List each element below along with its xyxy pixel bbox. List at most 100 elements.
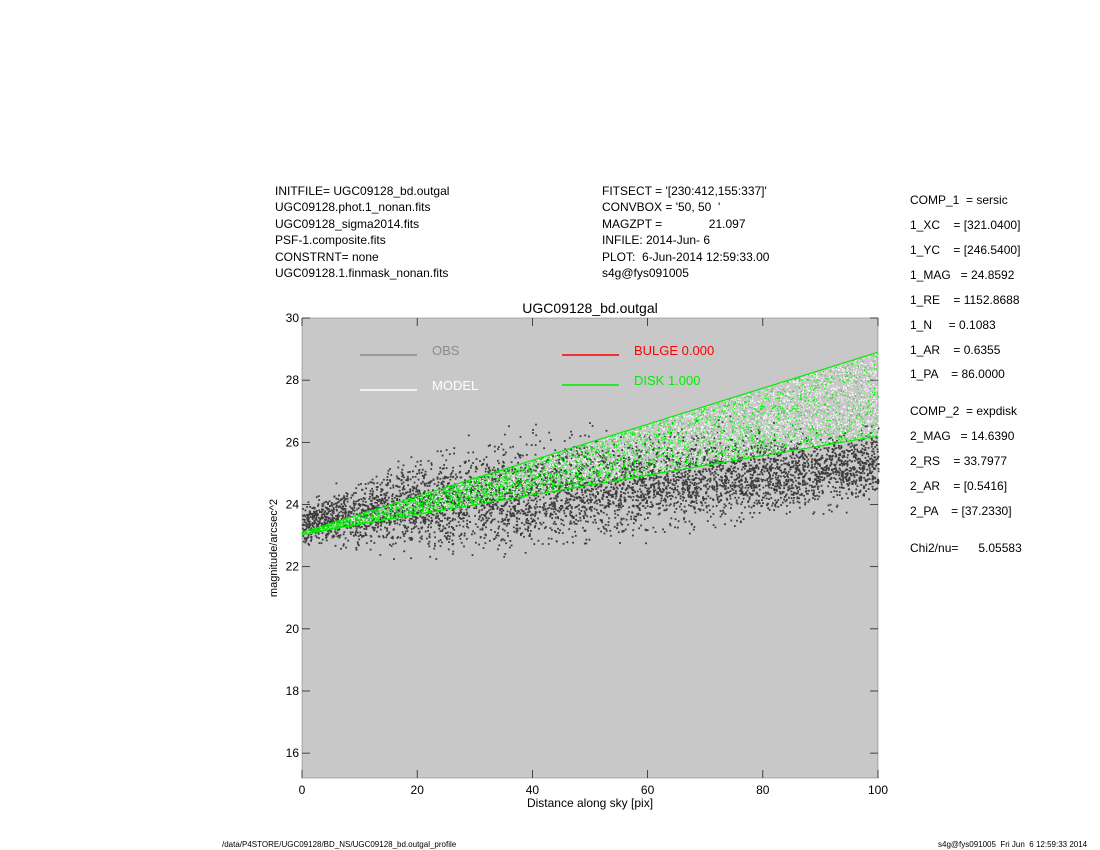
obs-point xyxy=(416,517,419,519)
obs-point xyxy=(872,476,875,478)
obs-point xyxy=(503,469,506,472)
obs-point xyxy=(596,473,598,475)
obs-point xyxy=(439,545,442,547)
obs-point xyxy=(653,463,656,466)
obs-point xyxy=(858,471,861,474)
obs-point xyxy=(570,495,572,498)
obs-point xyxy=(819,465,821,467)
obs-point xyxy=(635,505,638,507)
obs-point xyxy=(845,449,848,451)
obs-point xyxy=(752,484,755,487)
obs-point xyxy=(428,536,431,539)
obs-point xyxy=(698,470,701,473)
obs-point xyxy=(755,435,757,437)
obs-point xyxy=(839,459,841,462)
obs-point xyxy=(326,508,329,511)
obs-point xyxy=(810,439,813,442)
obs-point xyxy=(316,514,318,517)
obs-point xyxy=(444,477,446,480)
obs-point xyxy=(578,508,580,511)
obs-point xyxy=(730,472,732,475)
obs-point xyxy=(482,547,485,549)
obs-point xyxy=(482,462,485,465)
obs-point xyxy=(313,522,316,525)
obs-point xyxy=(718,460,721,462)
obs-point xyxy=(830,463,833,465)
obs-point xyxy=(751,447,753,450)
obs-point xyxy=(518,489,520,492)
obs-point xyxy=(551,502,554,505)
obs-point xyxy=(566,492,569,495)
obs-point xyxy=(553,479,555,481)
obs-point xyxy=(688,520,691,523)
obs-point xyxy=(874,477,877,480)
obs-point xyxy=(556,515,559,518)
obs-point xyxy=(759,452,761,454)
obs-point xyxy=(565,479,568,481)
obs-point xyxy=(796,467,799,469)
obs-point xyxy=(847,483,850,486)
obs-point xyxy=(753,457,755,460)
obs-point xyxy=(727,479,730,482)
obs-point xyxy=(507,485,509,488)
obs-point xyxy=(668,459,671,462)
obs-point xyxy=(876,487,879,490)
obs-point xyxy=(745,491,747,494)
obs-point xyxy=(673,484,676,487)
obs-point xyxy=(514,489,517,492)
obs-point xyxy=(671,487,673,490)
obs-point xyxy=(440,450,442,453)
obs-point xyxy=(469,466,472,469)
obs-point xyxy=(750,459,752,461)
obs-point xyxy=(734,478,737,481)
obs-point xyxy=(652,496,655,499)
obs-point xyxy=(700,437,703,439)
obs-point xyxy=(745,449,748,452)
obs-point xyxy=(354,503,357,505)
obs-point xyxy=(428,515,430,518)
obs-point xyxy=(616,462,619,464)
obs-point xyxy=(474,514,476,517)
obs-point xyxy=(840,462,843,465)
obs-point xyxy=(408,494,411,497)
obs-point xyxy=(334,530,336,533)
obs-point xyxy=(507,518,509,521)
obs-point xyxy=(598,485,601,488)
obs-point xyxy=(586,458,588,460)
obs-point xyxy=(570,506,573,509)
obs-point xyxy=(713,447,715,449)
obs-point xyxy=(333,517,336,520)
obs-point xyxy=(776,465,778,468)
obs-point xyxy=(657,480,660,482)
obs-point xyxy=(780,484,783,487)
obs-point xyxy=(627,464,630,467)
obs-point xyxy=(539,498,541,501)
obs-point xyxy=(554,469,557,472)
obs-point xyxy=(717,473,720,476)
obs-point xyxy=(750,484,753,487)
obs-point xyxy=(496,501,499,504)
obs-point xyxy=(674,518,677,521)
obs-point xyxy=(832,485,834,488)
obs-point xyxy=(684,480,687,483)
obs-point xyxy=(693,484,696,486)
obs-point xyxy=(550,467,553,470)
obs-point xyxy=(599,519,602,521)
obs-point xyxy=(768,486,771,489)
obs-point xyxy=(518,497,521,500)
obs-point xyxy=(815,473,818,476)
obs-point xyxy=(722,467,725,470)
obs-point xyxy=(410,521,412,524)
obs-point xyxy=(840,445,843,448)
obs-point xyxy=(337,501,339,504)
obs-point xyxy=(594,458,597,460)
obs-point xyxy=(579,512,581,515)
obs-point xyxy=(488,471,490,474)
obs-point xyxy=(502,522,505,525)
obs-point xyxy=(617,455,620,457)
obs-point xyxy=(794,492,797,494)
obs-point xyxy=(487,502,489,505)
obs-point xyxy=(702,468,705,471)
obs-point xyxy=(355,513,358,515)
obs-point xyxy=(424,499,427,501)
